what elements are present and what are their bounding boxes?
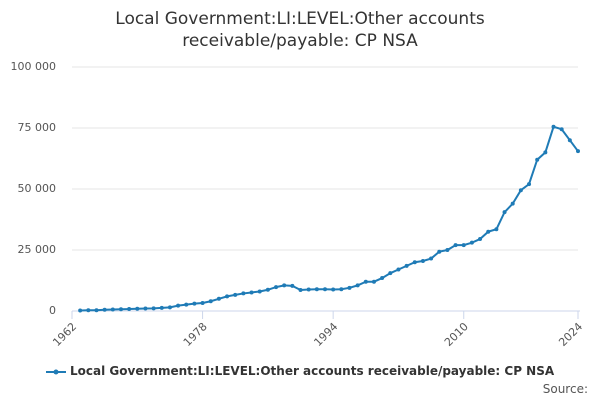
point — [184, 302, 189, 307]
point — [176, 303, 181, 308]
x-tick-label: 1978 — [181, 320, 210, 349]
point — [420, 258, 425, 263]
point — [127, 307, 132, 312]
point — [274, 285, 279, 290]
point — [102, 307, 107, 312]
point — [576, 149, 580, 154]
y-tick-label: 25 000 — [18, 243, 57, 256]
chart-title: Local Government:LI:LEVEL:Other accounts… — [115, 9, 485, 51]
point — [396, 267, 401, 272]
y-tick-label: 100 000 — [11, 60, 57, 73]
point — [469, 240, 474, 245]
point — [216, 296, 221, 301]
point — [371, 279, 376, 284]
point — [551, 124, 556, 129]
legend-symbol — [45, 369, 66, 374]
point — [567, 138, 572, 143]
point — [486, 229, 491, 234]
point — [78, 308, 83, 313]
y-tick-label: 50 000 — [18, 182, 57, 195]
point — [208, 299, 213, 304]
x-tick-label: 2010 — [442, 320, 471, 349]
x-tick-label: 1962 — [50, 320, 79, 349]
point — [339, 287, 344, 292]
point — [233, 292, 238, 297]
point — [510, 201, 515, 206]
point — [453, 243, 458, 248]
point — [404, 263, 409, 268]
line — [80, 125, 579, 312]
point — [200, 300, 205, 305]
y-tick-label: 0 — [49, 304, 56, 317]
point — [167, 305, 172, 310]
point — [249, 290, 254, 295]
point — [257, 289, 262, 294]
point — [494, 227, 499, 232]
point — [282, 283, 287, 288]
point — [535, 157, 540, 162]
point — [159, 305, 164, 310]
point — [323, 287, 327, 292]
point — [437, 249, 442, 254]
y-tick-label: 75 000 — [18, 121, 57, 134]
legend-label: Local Government:LI:LEVEL:Other accounts… — [70, 364, 555, 378]
point — [225, 294, 230, 299]
x-tick-label: 1994 — [311, 320, 340, 349]
point — [298, 288, 303, 293]
point — [347, 285, 352, 290]
point — [559, 127, 564, 132]
point — [241, 291, 246, 296]
point — [363, 279, 368, 284]
point — [143, 306, 148, 311]
point — [94, 308, 99, 313]
point — [445, 248, 450, 252]
x-tick-label: 2024 — [556, 320, 585, 349]
point — [461, 243, 466, 248]
point — [380, 276, 385, 281]
point — [478, 237, 483, 242]
point — [314, 287, 319, 292]
point — [151, 306, 156, 311]
point — [135, 306, 140, 311]
point — [502, 210, 507, 215]
source: Source: — [542, 382, 588, 396]
point — [355, 283, 360, 288]
point — [412, 260, 417, 265]
point — [192, 301, 197, 306]
point — [518, 188, 523, 193]
point — [290, 283, 295, 288]
point — [331, 287, 336, 292]
point — [118, 307, 123, 312]
point — [543, 150, 548, 155]
point — [527, 182, 532, 187]
point — [110, 307, 115, 312]
point — [86, 308, 91, 313]
point — [388, 271, 393, 276]
point — [429, 256, 434, 261]
point — [265, 287, 270, 292]
legend: Local Government:LI:LEVEL:Other accounts… — [0, 364, 600, 378]
point — [306, 287, 311, 292]
